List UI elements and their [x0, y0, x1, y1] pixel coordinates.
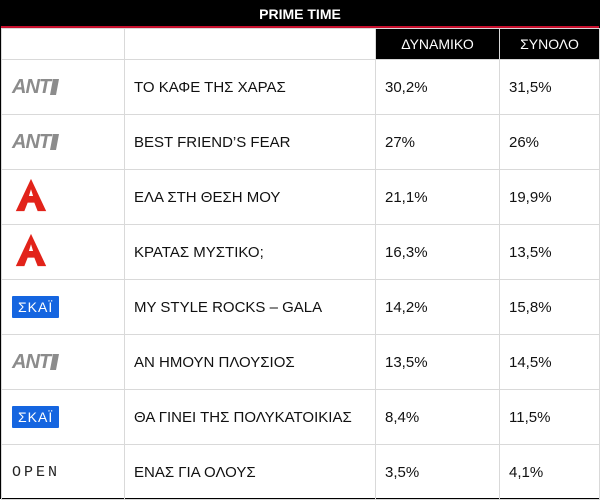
table-row: ΣΚΑΪ ΘΑ ΓΙΝΕΙ ΤΗΣ ΠΟΛΥΚΑΤΟΙΚΙΑΣ 8,4% 11,…: [1, 389, 600, 445]
channel-logo-cell: ANT: [1, 334, 125, 390]
total-share: 19,9%: [499, 169, 600, 225]
header-show-cell: [124, 28, 376, 60]
total-share: 4,1%: [499, 444, 600, 500]
show-title: MY STYLE ROCKS – GALA: [124, 279, 376, 335]
show-title: BEST FRIEND’S FEAR: [124, 114, 376, 170]
dynamic-share: 14,2%: [375, 279, 500, 335]
show-title: ΕΝΑΣ ΓΙΑ ΟΛΟΥΣ: [124, 444, 376, 500]
skai-logo-icon: ΣΚΑΪ: [12, 296, 60, 318]
total-share: 26%: [499, 114, 600, 170]
table-row: OPEN ΕΝΑΣ ΓΙΑ ΟΛΟΥΣ 3,5% 4,1%: [1, 444, 600, 500]
table-title: PRIME TIME: [1, 1, 599, 28]
ant1-stripe-icon: [50, 79, 60, 95]
channel-logo-cell: ANT: [1, 59, 125, 115]
ant1-logo-icon: ANT: [12, 130, 51, 153]
total-share: 13,5%: [499, 224, 600, 280]
dynamic-share: 8,4%: [375, 389, 500, 445]
ant1-logo-icon: ANT: [12, 350, 51, 373]
total-share: 31,5%: [499, 59, 600, 115]
column-header-row: ΔΥΝΑΜΙΚΟ ΣΥΝΟΛΟ: [1, 28, 600, 60]
header-channel-cell: [1, 28, 125, 60]
dynamic-share: 13,5%: [375, 334, 500, 390]
table-row: ΚΡΑΤΑΣ ΜΥΣΤΙΚΟ; 16,3% 13,5%: [1, 224, 600, 280]
skai-logo-icon: ΣΚΑΪ: [12, 406, 60, 428]
channel-logo-cell: [1, 224, 125, 280]
dynamic-share: 30,2%: [375, 59, 500, 115]
total-share: 15,8%: [499, 279, 600, 335]
channel-logo-cell: ΣΚΑΪ: [1, 279, 125, 335]
show-title: ΑΝ ΗΜΟΥΝ ΠΛΟΥΣΙΟΣ: [124, 334, 376, 390]
channel-logo-cell: ΣΚΑΪ: [1, 389, 125, 445]
table-row: ANT ΤΟ ΚΑΦΕ ΤΗΣ ΧΑΡΑΣ 30,2% 31,5%: [1, 59, 600, 115]
dynamic-share: 16,3%: [375, 224, 500, 280]
header-total: ΣΥΝΟΛΟ: [499, 28, 600, 60]
show-title: ΤΟ ΚΑΦΕ ΤΗΣ ΧΑΡΑΣ: [124, 59, 376, 115]
channel-logo-cell: [1, 169, 125, 225]
total-share: 11,5%: [499, 389, 600, 445]
show-title: ΘΑ ΓΙΝΕΙ ΤΗΣ ΠΟΛΥΚΑΤΟΙΚΙΑΣ: [124, 389, 376, 445]
ant1-logo-icon: ANT: [12, 75, 51, 98]
alpha-logo-icon: [15, 178, 47, 212]
table-row: ANT BEST FRIEND’S FEAR 27% 26%: [1, 114, 600, 170]
dynamic-share: 3,5%: [375, 444, 500, 500]
ant1-stripe-icon: [50, 354, 60, 370]
show-title: ΚΡΑΤΑΣ ΜΥΣΤΙΚΟ;: [124, 224, 376, 280]
channel-logo-cell: ANT: [1, 114, 125, 170]
table-row: ANT ΑΝ ΗΜΟΥΝ ΠΛΟΥΣΙΟΣ 13,5% 14,5%: [1, 334, 600, 390]
table-row: ΣΚΑΪ MY STYLE ROCKS – GALA 14,2% 15,8%: [1, 279, 600, 335]
show-title: ΕΛΑ ΣΤΗ ΘΕΣΗ ΜΟΥ: [124, 169, 376, 225]
open-logo-icon: OPEN: [12, 464, 61, 481]
header-dynamic: ΔΥΝΑΜΙΚΟ: [375, 28, 500, 60]
dynamic-share: 21,1%: [375, 169, 500, 225]
ratings-table: ΔΥΝΑΜΙΚΟ ΣΥΝΟΛΟ ANT ΤΟ ΚΑΦΕ ΤΗΣ ΧΑΡΑΣ 30…: [1, 28, 600, 500]
total-share: 14,5%: [499, 334, 600, 390]
table-row: ΕΛΑ ΣΤΗ ΘΕΣΗ ΜΟΥ 21,1% 19,9%: [1, 169, 600, 225]
dynamic-share: 27%: [375, 114, 500, 170]
channel-logo-cell: OPEN: [1, 444, 125, 500]
ant1-stripe-icon: [50, 134, 60, 150]
alpha-logo-icon: [15, 233, 47, 267]
